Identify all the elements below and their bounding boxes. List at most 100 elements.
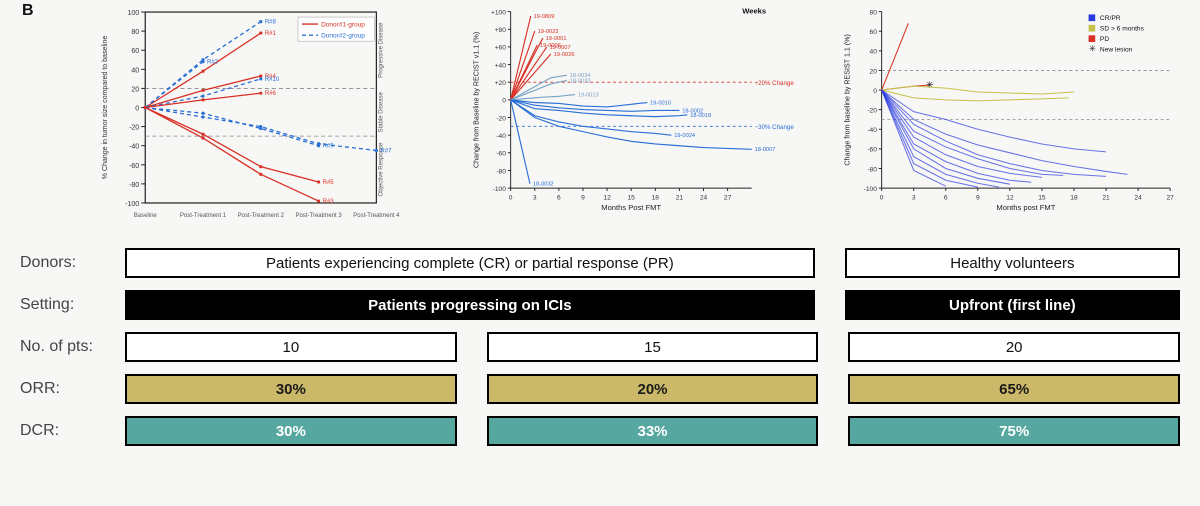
svg-text:6: 6 (557, 195, 561, 202)
svg-text:R#7: R#7 (380, 148, 392, 154)
npts-c2: 15 (487, 332, 819, 362)
svg-text:60: 60 (870, 29, 878, 36)
chart1-col: -100-80-60-40-20020406080100BaselinePost… (95, 4, 437, 229)
svg-text:19-0010: 19-0010 (650, 100, 671, 106)
svg-text:Donor#2-group: Donor#2-group (321, 33, 365, 40)
svg-text:9: 9 (581, 195, 585, 202)
svg-text:3: 3 (533, 195, 537, 202)
svg-text:18-0033: 18-0033 (569, 78, 590, 84)
svg-text:SD > 6 months: SD > 6 months (1100, 26, 1145, 33)
svg-text:-60: -60 (868, 147, 878, 154)
svg-text:+80: +80 (494, 27, 506, 34)
svg-text:-80: -80 (129, 182, 139, 189)
row-label-donors: Donors: (20, 254, 125, 272)
svg-text:40: 40 (870, 49, 878, 56)
svg-text:80: 80 (870, 9, 878, 16)
row-label-setting: Setting: (20, 296, 125, 314)
npts-c1: 10 (125, 332, 457, 362)
orr-c3: 65% (848, 374, 1180, 404)
svg-text:Donor#1-group: Donor#1-group (321, 22, 365, 29)
svg-text:R#6: R#6 (265, 91, 277, 97)
charts-row: -100-80-60-40-20020406080100BaselinePost… (20, 4, 1180, 229)
chart2-col: -100-80-60-40-200+20+40+60+80+1000369121… (467, 4, 809, 229)
svg-text:+60: +60 (494, 45, 506, 52)
svg-text:R#8: R#8 (265, 20, 277, 26)
svg-text:-100: -100 (125, 201, 139, 208)
svg-text:19-0007: 19-0007 (549, 45, 570, 51)
svg-text:Post-Treatment 2: Post-Treatment 2 (238, 213, 285, 219)
svg-text:6: 6 (944, 195, 948, 202)
panel-label: B (22, 2, 34, 20)
setting-left: Patients progressing on ICIs (125, 290, 815, 320)
svg-text:0: 0 (135, 106, 139, 113)
svg-text:+20% Change: +20% Change (754, 80, 794, 87)
svg-text:+40: +40 (494, 62, 506, 69)
svg-text:27: 27 (724, 195, 732, 202)
svg-text:19-0024: 19-0024 (674, 133, 695, 139)
svg-text:9: 9 (976, 195, 980, 202)
svg-text:New lesion: New lesion (1100, 46, 1133, 53)
svg-text:-60: -60 (129, 163, 139, 170)
svg-text:-80: -80 (496, 168, 506, 175)
svg-text:19-0809: 19-0809 (533, 14, 554, 20)
svg-text:100: 100 (127, 10, 139, 17)
donors-left: Patients experiencing complete (CR) or p… (125, 248, 815, 278)
svg-text:-100: -100 (492, 186, 506, 193)
row-label-dcr: DCR: (20, 422, 125, 440)
page: B -100-80-60-40-20020406080100BaselinePo… (0, 0, 1200, 506)
svg-text:R#1: R#1 (265, 31, 277, 37)
svg-text:-100: -100 (864, 186, 878, 193)
svg-text:60: 60 (131, 48, 139, 55)
svg-text:Post-Treatment 3: Post-Treatment 3 (295, 213, 342, 219)
row-label-npts: No. of pts: (20, 338, 125, 356)
svg-text:-40: -40 (129, 144, 139, 151)
svg-text:Months post FMT: Months post FMT (997, 203, 1056, 212)
svg-text:-40: -40 (496, 133, 506, 140)
svg-text:0: 0 (508, 195, 512, 202)
svg-text:21: 21 (675, 195, 683, 202)
svg-text:18-0007: 18-0007 (754, 147, 775, 153)
svg-text:15: 15 (1039, 195, 1047, 202)
svg-text:+100: +100 (491, 9, 506, 16)
svg-text:Post-Treatment 4: Post-Treatment 4 (353, 213, 400, 219)
svg-text:✳: ✳ (1089, 43, 1097, 53)
svg-text:Stable Disease: Stable Disease (378, 91, 384, 132)
svg-text:Post-Treatment 1: Post-Treatment 1 (180, 213, 227, 219)
svg-text:19-0001: 19-0001 (545, 36, 566, 42)
svg-text:20: 20 (870, 68, 878, 75)
svg-text:% Change in tumor size compare: % Change in tumor size compared to basel… (102, 36, 109, 180)
svg-text:R#5: R#5 (323, 180, 335, 186)
dcr-c2: 33% (487, 416, 819, 446)
svg-text:-80: -80 (868, 166, 878, 173)
svg-text:−30% Change: −30% Change (754, 124, 794, 131)
donors-right: Healthy volunteers (845, 248, 1180, 278)
svg-text:-60: -60 (496, 151, 506, 158)
svg-text:12: 12 (1007, 195, 1015, 202)
svg-text:0: 0 (874, 88, 878, 95)
svg-text:12: 12 (603, 195, 611, 202)
svg-text:27: 27 (1167, 195, 1175, 202)
dcr-c1: 30% (125, 416, 457, 446)
svg-text:40: 40 (131, 67, 139, 74)
svg-text:80: 80 (131, 29, 139, 36)
svg-text:Change from baseline by RESIST: Change from baseline by RESIST 1.1 (%) (844, 34, 852, 165)
svg-text:PD: PD (1100, 36, 1109, 43)
svg-text:20: 20 (131, 86, 139, 93)
svg-text:0: 0 (880, 195, 884, 202)
svg-text:-20: -20 (129, 125, 139, 132)
svg-text:Progressive Disease: Progressive Disease (378, 22, 384, 78)
svg-text:24: 24 (1135, 195, 1143, 202)
svg-text:Weeks: Weeks (742, 6, 766, 15)
svg-text:18-0032: 18-0032 (532, 182, 553, 188)
setting-right: Upfront (first line) (845, 290, 1180, 320)
svg-text:✳: ✳ (926, 80, 934, 91)
chart3-col: -100-80-60-40-20020406080036912151821242… (838, 4, 1180, 229)
orr-c2: 20% (487, 374, 819, 404)
npts-c3: 20 (848, 332, 1180, 362)
svg-text:18: 18 (651, 195, 659, 202)
svg-text:24: 24 (699, 195, 707, 202)
svg-text:Change from Baseline by RECIST: Change from Baseline by RECIST v1.1 (%) (472, 32, 480, 168)
svg-text:-40: -40 (868, 127, 878, 134)
svg-text:0: 0 (502, 98, 506, 105)
orr-c1: 30% (125, 374, 457, 404)
